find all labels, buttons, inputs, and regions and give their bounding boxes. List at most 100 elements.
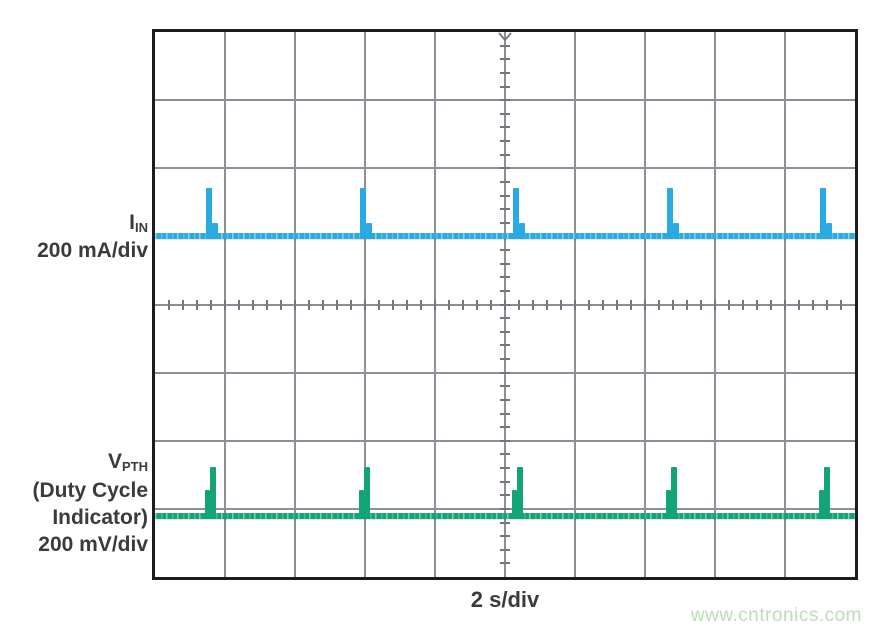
- pulse-main: [210, 467, 216, 519]
- minor-tick-horizontal-axis: [574, 299, 576, 310]
- minor-tick-vertical-axis: [500, 180, 510, 183]
- pulse-main: [513, 188, 519, 239]
- minor-tick-horizontal-axis: [266, 299, 268, 310]
- minor-tick-vertical-axis: [500, 71, 510, 74]
- minor-tick-horizontal-axis: [686, 299, 688, 310]
- minor-tick-vertical-axis: [500, 249, 510, 251]
- minor-tick-horizontal-axis: [490, 299, 492, 310]
- minor-tick-horizontal-axis: [812, 299, 814, 310]
- scope-grid-inner: [155, 32, 855, 577]
- pulse-shoulder: [519, 223, 525, 239]
- minor-tick-vertical-axis: [500, 426, 510, 429]
- minor-tick-vertical-axis: [500, 167, 510, 170]
- minor-tick-horizontal-axis: [728, 299, 730, 310]
- minor-tick-vertical-axis: [500, 194, 510, 197]
- channel1-symbol: IIN: [37, 210, 148, 238]
- minor-tick-horizontal-axis: [560, 299, 562, 310]
- minor-tick-horizontal-axis: [182, 299, 184, 310]
- minor-tick-vertical-axis: [500, 507, 510, 510]
- channel2-symbol-subscript: PTH: [121, 458, 148, 474]
- minor-tick-vertical-axis: [500, 398, 510, 401]
- minor-tick-horizontal-axis: [700, 299, 702, 310]
- minor-tick-vertical-axis: [500, 480, 510, 483]
- channel2-symbol: VPTH: [32, 448, 148, 477]
- pulse-shoulder: [205, 490, 210, 519]
- minor-tick-horizontal-axis: [798, 299, 800, 310]
- minor-tick-horizontal-axis: [840, 299, 842, 310]
- minor-tick-horizontal-axis: [770, 299, 772, 310]
- minor-tick-vertical-axis: [500, 453, 510, 456]
- minor-tick-vertical-axis: [500, 140, 510, 142]
- minor-tick-vertical-axis: [500, 358, 510, 360]
- pulse-shoulder: [826, 223, 832, 239]
- pulse-shoulder: [212, 223, 218, 239]
- minor-tick-horizontal-axis: [238, 299, 240, 310]
- minor-tick-horizontal-axis: [308, 299, 310, 310]
- minor-tick-vertical-axis: [500, 44, 510, 47]
- minor-tick-horizontal-axis: [252, 299, 254, 310]
- minor-tick-horizontal-axis: [406, 299, 408, 310]
- minor-tick-vertical-axis: [500, 208, 510, 211]
- pulse-shoulder: [666, 490, 671, 519]
- minor-tick-horizontal-axis: [658, 299, 660, 310]
- minor-tick-vertical-axis: [500, 112, 510, 115]
- minor-tick-horizontal-axis: [224, 299, 226, 310]
- minor-tick-horizontal-axis: [294, 299, 296, 310]
- minor-tick-horizontal-axis: [476, 299, 478, 310]
- minor-tick-vertical-axis: [500, 412, 510, 415]
- minor-tick-vertical-axis: [500, 439, 510, 442]
- minor-tick-horizontal-axis: [616, 299, 618, 310]
- channel2-label: VPTH (Duty Cycle Indicator) 200 mV/div: [32, 448, 148, 558]
- minor-tick-horizontal-axis: [420, 299, 422, 310]
- pulse-main: [206, 188, 212, 239]
- minor-tick-horizontal-axis: [322, 299, 324, 310]
- minor-tick-vertical-axis: [500, 521, 510, 524]
- trace-baseline-vpth: [155, 512, 855, 519]
- minor-tick-horizontal-axis: [630, 299, 632, 310]
- pulse-main: [671, 467, 677, 519]
- trace-baseline-iin: [155, 233, 855, 240]
- pulse-shoulder: [359, 490, 364, 519]
- minor-tick-vertical-axis: [500, 262, 510, 265]
- pulse-main: [517, 467, 523, 519]
- trigger-marker-icon: [498, 32, 512, 42]
- minor-tick-horizontal-axis: [532, 299, 534, 310]
- minor-tick-horizontal-axis: [756, 299, 758, 310]
- minor-tick-vertical-axis: [500, 221, 510, 224]
- channel2-scale: 200 mV/div: [38, 533, 148, 556]
- minor-tick-horizontal-axis: [336, 299, 338, 310]
- minor-tick-horizontal-axis: [672, 299, 674, 310]
- minor-tick-vertical-axis: [500, 344, 510, 347]
- minor-tick-horizontal-axis: [784, 299, 786, 310]
- minor-tick-horizontal-axis: [168, 299, 170, 310]
- minor-tick-horizontal-axis: [546, 299, 548, 310]
- minor-tick-vertical-axis: [500, 153, 510, 156]
- channel1-symbol-letter: I: [129, 211, 135, 234]
- scope-graticule-frame: [152, 29, 858, 580]
- pulse-shoulder: [366, 223, 372, 239]
- pulse-main: [820, 188, 826, 239]
- minor-tick-vertical-axis: [500, 385, 510, 388]
- minor-tick-vertical-axis: [500, 58, 510, 61]
- minor-tick-vertical-axis: [500, 562, 510, 565]
- minor-tick-vertical-axis: [500, 85, 510, 88]
- minor-tick-horizontal-axis: [518, 299, 520, 310]
- minor-tick-vertical-axis: [500, 467, 510, 469]
- minor-tick-horizontal-axis: [392, 299, 394, 310]
- minor-tick-horizontal-axis: [644, 299, 646, 310]
- pulse-shoulder: [673, 223, 679, 239]
- channel2-note-line1: (Duty Cycle: [32, 479, 148, 502]
- minor-tick-horizontal-axis: [714, 299, 716, 310]
- time-scale-label: 2 s/div: [470, 587, 540, 612]
- minor-tick-vertical-axis: [500, 99, 510, 102]
- channel1-symbol-subscript: IN: [134, 219, 148, 235]
- channel1-scale: 200 mA/div: [37, 239, 148, 262]
- minor-tick-vertical-axis: [500, 317, 510, 320]
- minor-tick-horizontal-axis: [826, 299, 828, 310]
- minor-tick-vertical-axis: [500, 126, 510, 129]
- minor-tick-vertical-axis: [500, 303, 510, 306]
- channel1-label: IIN 200 mA/div: [37, 210, 148, 264]
- channel2-note-line2: Indicator): [52, 506, 148, 529]
- minor-tick-vertical-axis: [500, 535, 510, 538]
